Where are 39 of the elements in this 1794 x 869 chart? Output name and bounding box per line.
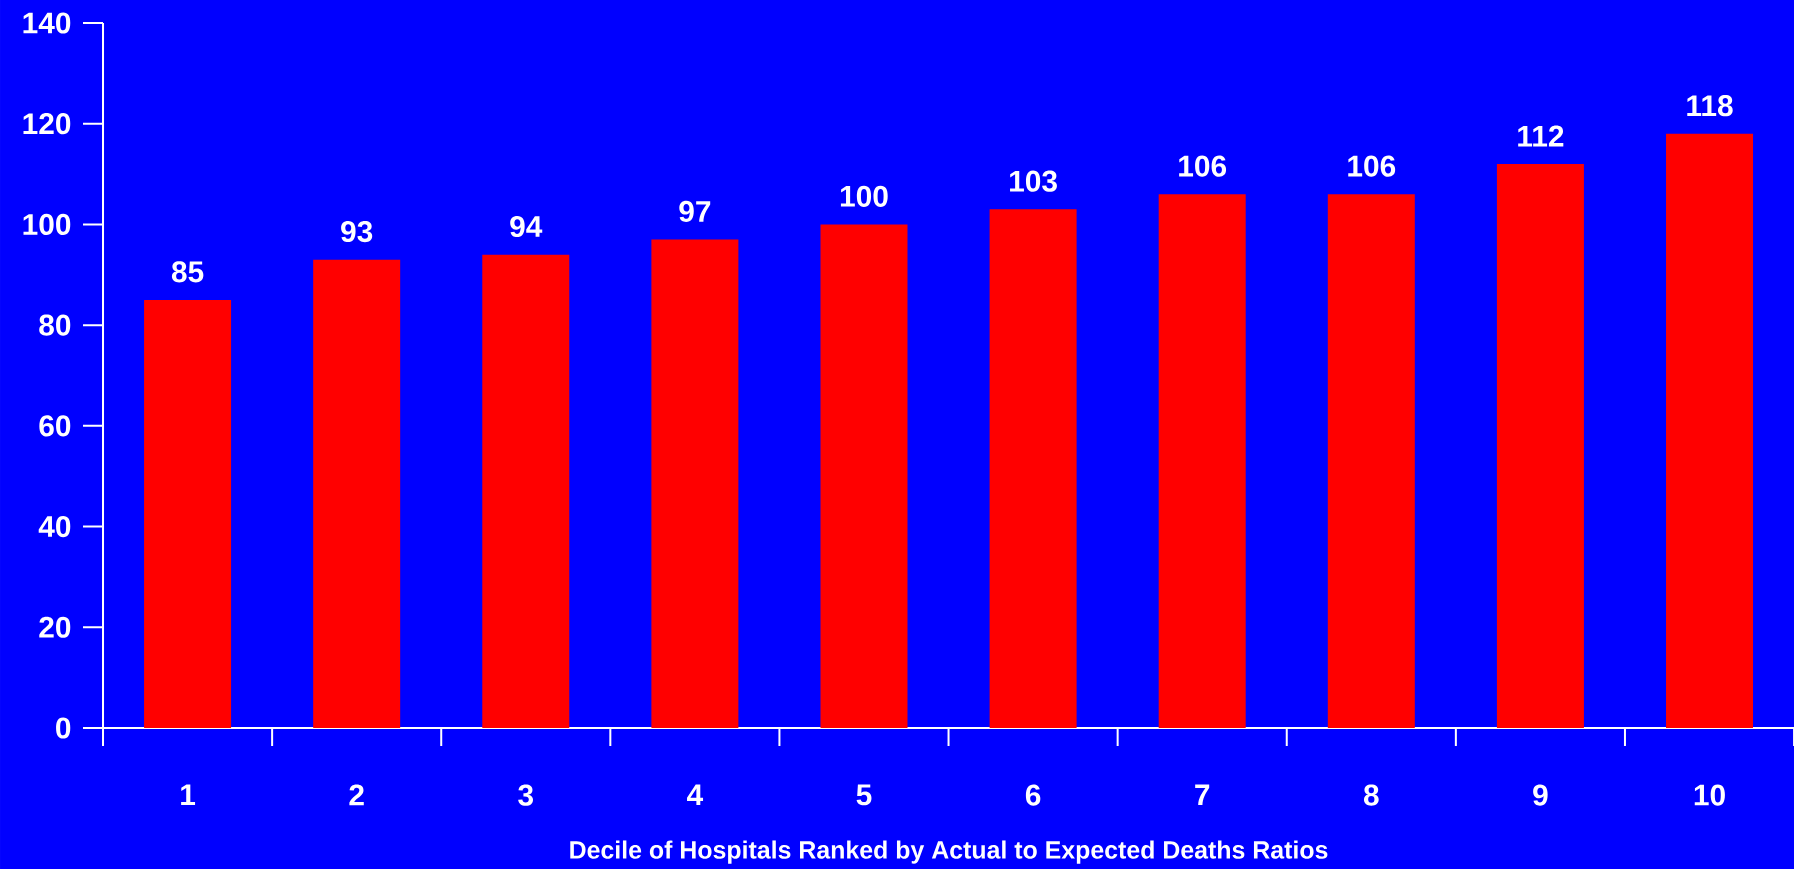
data-label: 100 [840,185,888,207]
data-label: 106 [1179,155,1227,177]
bar [651,239,739,728]
data-label: 93 [341,220,373,243]
bar [820,224,908,728]
bar [1496,163,1584,728]
x-tick-label: 9 [1533,784,1548,806]
data-label: 112 [1518,125,1564,147]
data-label: 94 [510,215,543,238]
bar [989,209,1077,728]
x-axis-title: Decile of Hospitals Ranked by Actual to Expected Deaths Ratios [570,840,1328,864]
bar [1158,194,1246,728]
data-label: 106 [1348,155,1396,177]
data-label: 85 [171,261,204,283]
data-label: 97 [679,200,711,222]
x-tick-label: 7 [1195,784,1210,806]
x-tick-label: 8 [1363,784,1379,806]
data-label: 118 [1687,95,1733,117]
y-tick-label: 60 [39,415,71,437]
bar [482,254,570,728]
x-tick-label: 3 [518,784,534,806]
y-tick-label: 80 [39,314,71,336]
x-tick-label: 4 [687,784,704,806]
y-tick-label: 40 [38,515,71,538]
bar [1327,194,1415,728]
bar [1666,133,1754,728]
data-label: 103 [1010,170,1057,192]
y-tick-label: 100 [23,213,71,235]
y-tick-label: 20 [39,616,71,638]
x-tick-label: 5 [856,784,872,806]
bar [144,299,232,728]
bar [313,259,401,728]
x-tick-label: 1 [181,784,196,806]
y-tick-label: 140 [23,12,71,34]
y-tick-label: 120 [23,113,71,135]
x-tick-label: 6 [1025,784,1041,806]
y-tick-label: 0 [56,717,71,739]
x-tick-label: 10 [1694,784,1725,806]
x-tick-label: 2 [349,784,364,806]
